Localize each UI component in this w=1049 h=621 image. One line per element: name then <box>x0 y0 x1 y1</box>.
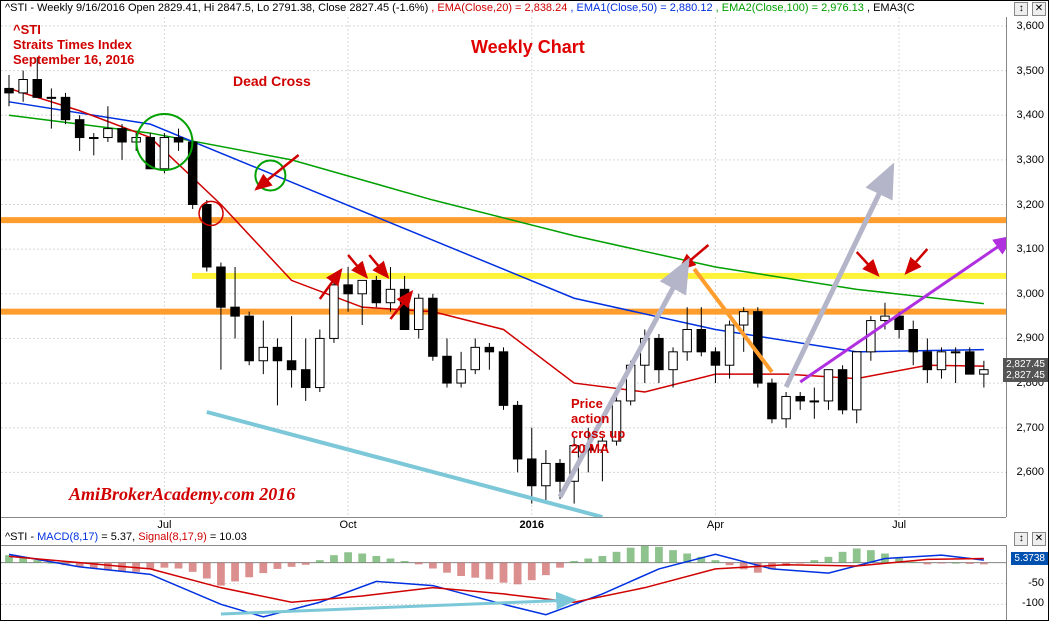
y-tick: 3,500 <box>1016 65 1044 77</box>
x-tick: 2016 <box>520 519 544 531</box>
macd-value-tag: 5.3738 <box>1011 552 1048 565</box>
y-tick: 2,900 <box>1016 332 1044 344</box>
chart-annotation: AmiBrokerAcademy.com 2016 <box>69 484 295 505</box>
y-tick: 3,400 <box>1016 109 1044 121</box>
close-icon[interactable]: ✕ <box>1032 2 1046 16</box>
chart-annotation: Weekly Chart <box>471 37 585 58</box>
macd-chart-svg <box>1 546 1006 621</box>
x-tick: Jul <box>157 519 171 531</box>
ema50-label: , EMA1(Close,50) = 2,880.12 <box>570 2 712 14</box>
close-icon[interactable]: ✕ <box>1032 532 1046 546</box>
ema20-label: , EMA(Close,20) = 2,838.24 <box>431 2 567 14</box>
y-tick: 3,600 <box>1016 20 1044 32</box>
chart-annotation: Dead Cross <box>233 73 311 89</box>
macd-label: MACD(8,17) <box>37 531 98 543</box>
ohlc-text: ^STI - Weekly 9/16/2016 Open 2829.41, Hi… <box>5 2 428 14</box>
macd-value: = 5.37 <box>98 531 132 543</box>
y-tick: 3,000 <box>1016 288 1044 300</box>
chart-annotation: cross up <box>571 427 625 442</box>
main-chart-svg <box>1 17 1006 517</box>
price-tag: 2,827.45 <box>1003 369 1048 382</box>
macd-window-buttons: ↕ ✕ <box>1013 532 1046 546</box>
chart-annotation: 20 MA <box>571 442 609 457</box>
signal-value: = 10.03 <box>207 531 247 543</box>
main-window-buttons: ↕ ✕ <box>1013 2 1046 16</box>
macd-chart[interactable] <box>1 545 1007 621</box>
chart-annotation: September 16, 2016 <box>13 53 134 68</box>
macd-title-bar: ^STI - MACD(8,17) = 5.37, Signal(8,17,9)… <box>5 531 247 543</box>
chart-annotation: Price <box>571 397 603 412</box>
x-tick: Jul <box>892 519 906 531</box>
macd-y-axis: -100-5005.3738 <box>1004 545 1048 620</box>
ema100-label: , EMA2(Close,100) = 2,976.13 <box>716 2 864 14</box>
main-price-chart[interactable] <box>1 17 1007 517</box>
x-tick: Apr <box>707 519 724 531</box>
chart-annotation: ^STI <box>13 23 41 38</box>
macd-y-tick: -50 <box>1028 577 1044 589</box>
expand-icon[interactable]: ↕ <box>1014 2 1028 16</box>
macd-prefix: ^STI - <box>5 531 37 543</box>
chart-container: ^STI - Weekly 9/16/2016 Open 2829.41, Hi… <box>0 0 1049 621</box>
chart-annotation: action <box>571 412 609 427</box>
expand-icon[interactable]: ↕ <box>1014 532 1028 546</box>
chart-annotation: Straits Times Index <box>13 38 132 53</box>
x-tick: Oct <box>340 519 357 531</box>
y-tick: 2,600 <box>1016 466 1044 478</box>
price-y-axis: 2,6002,7002,8002,9003,0003,1003,2003,300… <box>1004 17 1048 517</box>
y-tick: 3,100 <box>1016 243 1044 255</box>
signal-label: Signal(8,17,9) <box>138 531 207 543</box>
y-tick: 3,300 <box>1016 154 1044 166</box>
macd-y-tick: -100 <box>1022 597 1044 609</box>
ema3-label: , EMA3(C <box>867 2 915 14</box>
y-tick: 3,200 <box>1016 199 1044 211</box>
y-tick: 2,700 <box>1016 422 1044 434</box>
time-x-axis: Jul Oct 2016 Apr Jul <box>1 517 1006 532</box>
